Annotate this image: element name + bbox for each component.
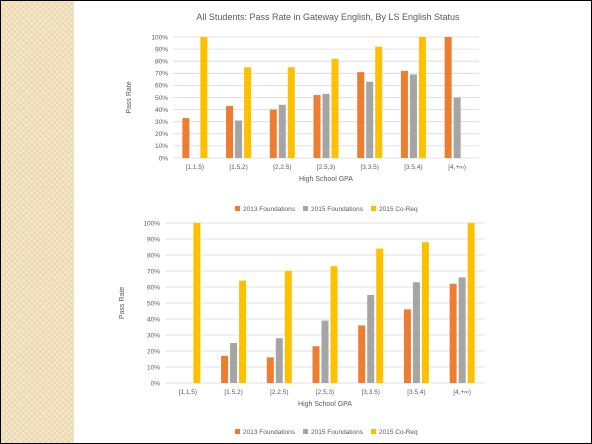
y-tick-label: 50%	[155, 95, 168, 102]
x-tick-label: [1.5,2)	[229, 164, 247, 171]
y-tick-label: 20%	[147, 348, 160, 355]
legend-swatch	[371, 206, 376, 211]
bar	[230, 343, 238, 383]
bar	[367, 295, 375, 383]
legend-swatch	[303, 206, 308, 211]
x-tick-label: [3,3.5)	[360, 164, 378, 171]
bar	[244, 67, 252, 158]
y-tick-label: 60%	[147, 284, 160, 291]
bar	[375, 46, 383, 158]
x-tick-label: [3.5,4)	[407, 389, 425, 396]
bar	[412, 282, 420, 383]
bar	[358, 325, 366, 383]
legend-label: 2013 Foundations	[243, 429, 296, 436]
bar	[200, 37, 208, 158]
bar	[266, 357, 274, 383]
legend-label: 2013 Foundations	[243, 206, 296, 213]
y-tick-label: 100%	[151, 34, 168, 41]
legend-label: 2015 Foundations	[311, 206, 364, 213]
x-tick-label: [1.5,2)	[224, 389, 242, 396]
y-tick-label: 70%	[155, 71, 168, 78]
y-tick-label: 0%	[159, 155, 169, 162]
y-tick-label: 80%	[147, 252, 160, 259]
x-tick-label: [2.5,3)	[316, 389, 334, 396]
y-tick-label: 90%	[147, 236, 160, 243]
bar	[421, 242, 429, 383]
legend-swatch	[235, 206, 240, 211]
legend-swatch	[371, 429, 376, 434]
chart-2: 0% 10% 20% 30% 40% 50% 60% 70% 80% 90% 100% Pass Ra…	[119, 220, 485, 436]
x-axis-label: High School GPA	[298, 401, 352, 408]
x-tick-label: [1,1.5)	[179, 389, 197, 396]
bar	[409, 74, 417, 158]
y-tick-label: 20%	[155, 131, 168, 138]
bar	[331, 58, 339, 158]
y-tick-label: 100%	[143, 220, 160, 227]
x-tick-label: [4,+∞)	[448, 164, 466, 171]
x-tick-label: [2,2.5)	[270, 389, 288, 396]
decorative-side-band	[1, 1, 74, 443]
y-tick-label: 40%	[147, 316, 160, 323]
legend: 2013 Foundations 2015 Foundations 2015 Co-…	[235, 429, 418, 436]
y-axis-label: Pass Rate	[119, 287, 126, 319]
bar	[449, 283, 457, 383]
bar	[453, 97, 461, 158]
bar	[330, 266, 338, 383]
y-tick-label: 80%	[155, 59, 168, 66]
legend-label: 2015 Foundations	[311, 429, 364, 436]
bar	[403, 309, 411, 383]
x-tick-label: [3,3.5)	[361, 389, 379, 396]
x-tick-label: [1,1.5)	[186, 164, 204, 171]
x-tick-label: [4,+∞)	[453, 389, 471, 396]
legend-swatch	[235, 429, 240, 434]
x-tick-label: [3.5,4)	[404, 164, 422, 171]
y-tick-label: 10%	[155, 143, 168, 150]
y-tick-label: 90%	[155, 46, 168, 53]
bar	[235, 120, 243, 158]
bar	[287, 67, 295, 158]
bar	[182, 118, 190, 158]
bar	[284, 271, 292, 383]
bar	[357, 72, 365, 158]
y-tick-label: 40%	[155, 107, 168, 114]
bar	[239, 280, 247, 383]
bar	[458, 277, 466, 383]
bar	[278, 104, 286, 158]
y-tick-label: 50%	[147, 300, 160, 307]
legend-label: 2015 Co-Req	[379, 429, 418, 436]
bar	[226, 105, 234, 158]
bar	[400, 70, 408, 158]
y-tick-label: 30%	[147, 332, 160, 339]
bar	[321, 320, 329, 383]
x-tick-label: [2,2.5)	[273, 164, 291, 171]
y-tick-label: 30%	[155, 119, 168, 126]
bar	[467, 223, 475, 383]
chart-title: All Students: Pass Rate in Gateway Engli…	[196, 12, 460, 22]
legend: 2013 Foundations 2015 Foundations 2015 Co-…	[235, 206, 418, 213]
bar	[313, 95, 321, 158]
bar	[269, 109, 277, 158]
x-axis-label: High School GPA	[299, 176, 353, 183]
bar	[418, 37, 426, 158]
y-tick-label: 70%	[147, 268, 160, 275]
bar	[444, 37, 452, 158]
bar	[322, 93, 330, 158]
bar	[275, 338, 283, 383]
bar	[221, 355, 229, 383]
bar	[376, 248, 384, 383]
bar	[366, 81, 374, 158]
y-tick-label: 0%	[151, 380, 161, 387]
bar	[312, 346, 320, 383]
legend-label: 2015 Co-Req	[379, 206, 418, 213]
chart-1: All Students: Pass Rate in Gateway Engli…	[126, 12, 479, 213]
y-tick-label: 60%	[155, 83, 168, 90]
y-tick-label: 10%	[147, 364, 160, 371]
x-tick-label: [2.5,3)	[317, 164, 335, 171]
y-axis-label: Pass Rate	[126, 81, 133, 113]
bar	[193, 223, 201, 383]
legend-swatch	[303, 429, 308, 434]
